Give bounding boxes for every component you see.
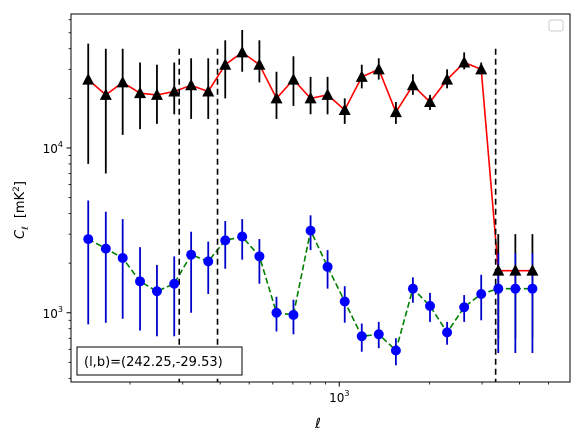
data-point — [254, 251, 265, 262]
legend-box — [548, 19, 564, 32]
data-point — [134, 86, 147, 99]
data-point — [526, 264, 539, 276]
data-point — [459, 302, 470, 313]
annotation-box — [76, 346, 243, 376]
data-point — [270, 91, 283, 104]
data-point — [305, 225, 316, 236]
y-axis-label: Cℓ [mK2] — [12, 181, 31, 239]
y-label-unit: [mK — [13, 191, 28, 218]
data-point — [425, 300, 436, 311]
y-label-main: C — [13, 229, 28, 239]
y-tick-label: 104 — [43, 140, 63, 156]
data-point — [151, 286, 162, 297]
data-point — [510, 283, 521, 294]
data-point — [236, 45, 249, 58]
data-point — [356, 331, 367, 342]
y-label-unit-sup: 2 — [12, 186, 22, 192]
x-tick-label: 103 — [329, 389, 349, 405]
data-point — [372, 62, 385, 75]
data-point — [150, 88, 163, 100]
data-point — [219, 58, 232, 70]
data-point — [492, 264, 505, 276]
data-point — [458, 56, 471, 68]
data-point — [169, 278, 180, 289]
y-label-sub: ℓ — [21, 226, 31, 231]
data-point — [321, 88, 334, 100]
data-point — [116, 75, 129, 88]
data-point — [339, 296, 350, 307]
data-point — [475, 62, 488, 75]
annotation: (l,b)=(242.25,-29.53) — [76, 346, 243, 376]
data-point — [476, 288, 487, 299]
data-point — [373, 329, 384, 340]
data-point — [253, 58, 266, 70]
data-point — [322, 261, 333, 272]
annotation-text: (l,b)=(242.25,-29.53) — [84, 355, 223, 370]
data-point — [83, 234, 94, 245]
data-point — [203, 256, 214, 267]
data-point — [390, 345, 401, 356]
data-point — [168, 85, 181, 97]
data-point — [100, 243, 111, 254]
data-point — [82, 73, 95, 85]
data-point — [288, 309, 299, 320]
data-point — [442, 327, 453, 338]
data-point — [406, 78, 419, 91]
vline-layer — [178, 48, 497, 382]
data-point — [99, 88, 112, 100]
y-tick-label: 103 — [43, 305, 63, 321]
data-point — [237, 231, 248, 242]
marker-layer — [82, 45, 539, 356]
plot-frame — [70, 13, 571, 383]
data-point — [389, 105, 402, 118]
data-point — [186, 249, 197, 260]
data-point — [407, 283, 418, 294]
data-point — [220, 235, 231, 246]
data-point — [509, 264, 522, 276]
x-axis-label: ℓ — [314, 416, 321, 432]
data-point — [355, 70, 368, 82]
series-layer — [87, 29, 534, 366]
data-point — [135, 276, 146, 287]
tick-layer: 103 103 104 — [43, 19, 549, 405]
y-label-unit-end: ] — [13, 181, 28, 186]
data-point — [287, 73, 300, 85]
data-point — [338, 103, 351, 115]
data-point — [304, 91, 317, 104]
data-point — [424, 95, 437, 108]
data-point — [117, 252, 128, 263]
data-point — [202, 85, 215, 97]
data-point — [441, 73, 454, 85]
data-point — [493, 283, 504, 294]
data-point — [271, 307, 282, 318]
data-point — [527, 283, 538, 294]
data-point — [185, 78, 198, 91]
